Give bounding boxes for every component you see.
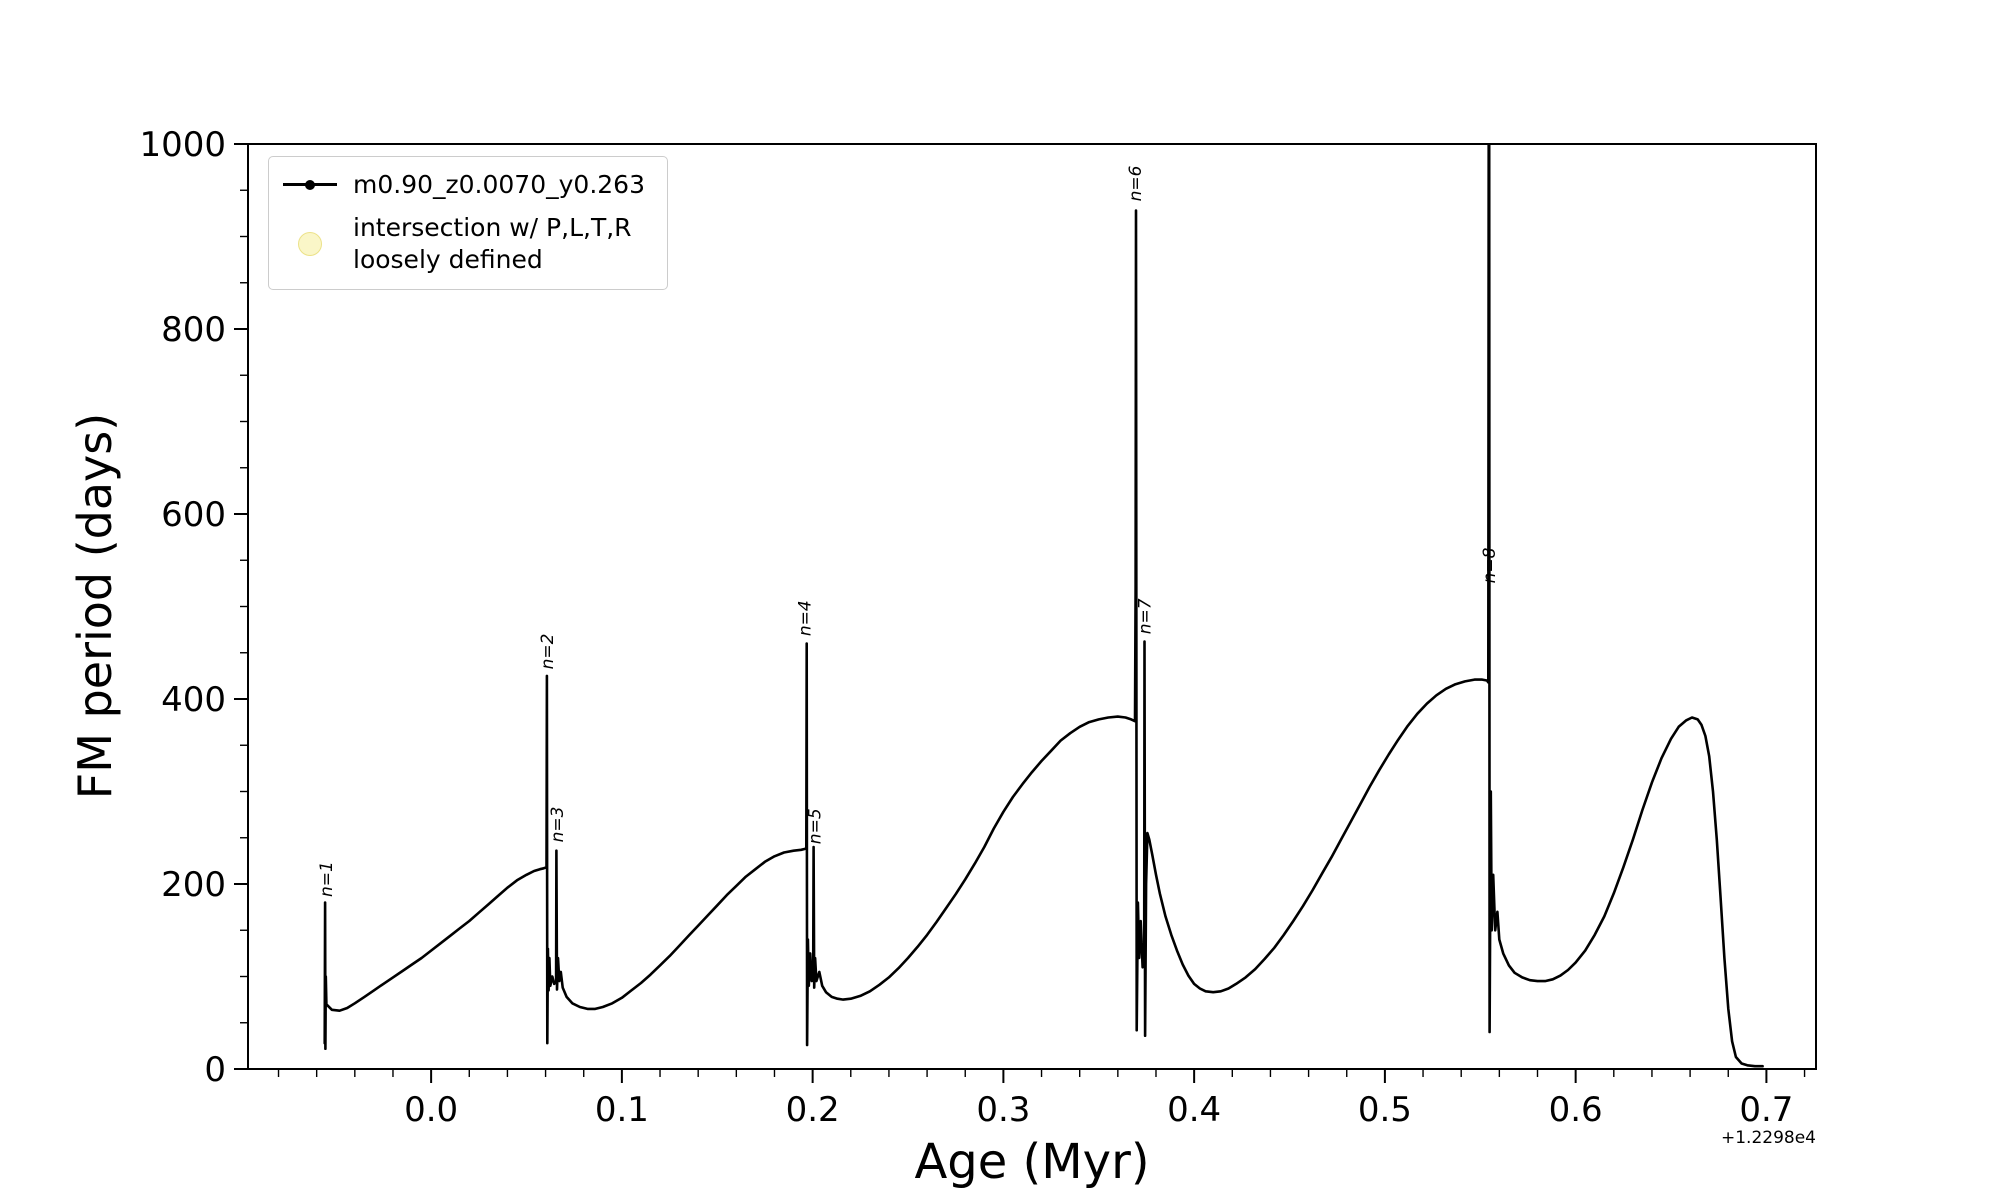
x-tick-label: 0.7 [1739,1090,1793,1130]
y-axis-label: FM period (days) [68,412,122,800]
spike-annotation: n=1 [317,861,337,897]
legend-circle-marker [283,231,337,256]
spike-annotation: n=8 [1480,547,1500,583]
x-tick-label: 0.0 [404,1090,458,1130]
series-line [323,144,1764,1068]
legend-entry-series: m0.90_z0.0070_y0.263 [283,169,645,200]
legend-entry-intersection: intersection w/ P,L,T,R loosely defined [283,212,645,275]
x-axis-label: Age (Myr) [914,1134,1150,1190]
x-tick-label: 0.3 [976,1090,1030,1130]
spike-annotation: n=2 [538,634,558,670]
x-axis-offset-text: +1.2298e4 [1720,1128,1816,1148]
y-tick-label: 200 [161,865,226,905]
spike-annotation: n=7 [1136,598,1156,634]
x-tick-label: 0.2 [786,1090,840,1130]
legend-entry-label: m0.90_z0.0070_y0.263 [353,170,645,199]
y-tick-label: 800 [161,310,226,350]
spike-annotation: n=4 [796,600,816,636]
x-tick-label: 0.1 [595,1090,649,1130]
y-tick-label: 400 [161,680,226,720]
spike-annotation: n=5 [805,808,825,844]
x-tick-label: 0.4 [1167,1090,1221,1130]
y-tick-label: 600 [161,495,226,535]
y-tick-label: 0 [204,1050,226,1090]
x-tick-label: 0.5 [1358,1090,1412,1130]
spike-annotation: n=6 [1126,165,1146,201]
legend-line-dot-marker [283,179,337,190]
x-tick-label: 0.6 [1549,1090,1603,1130]
spike-annotation: n=3 [548,807,568,843]
legend: m0.90_z0.0070_y0.263 intersection w/ P,L… [268,156,668,290]
legend-entry-label: intersection w/ P,L,T,R loosely defined [353,213,632,274]
y-tick-label: 1000 [139,125,226,165]
